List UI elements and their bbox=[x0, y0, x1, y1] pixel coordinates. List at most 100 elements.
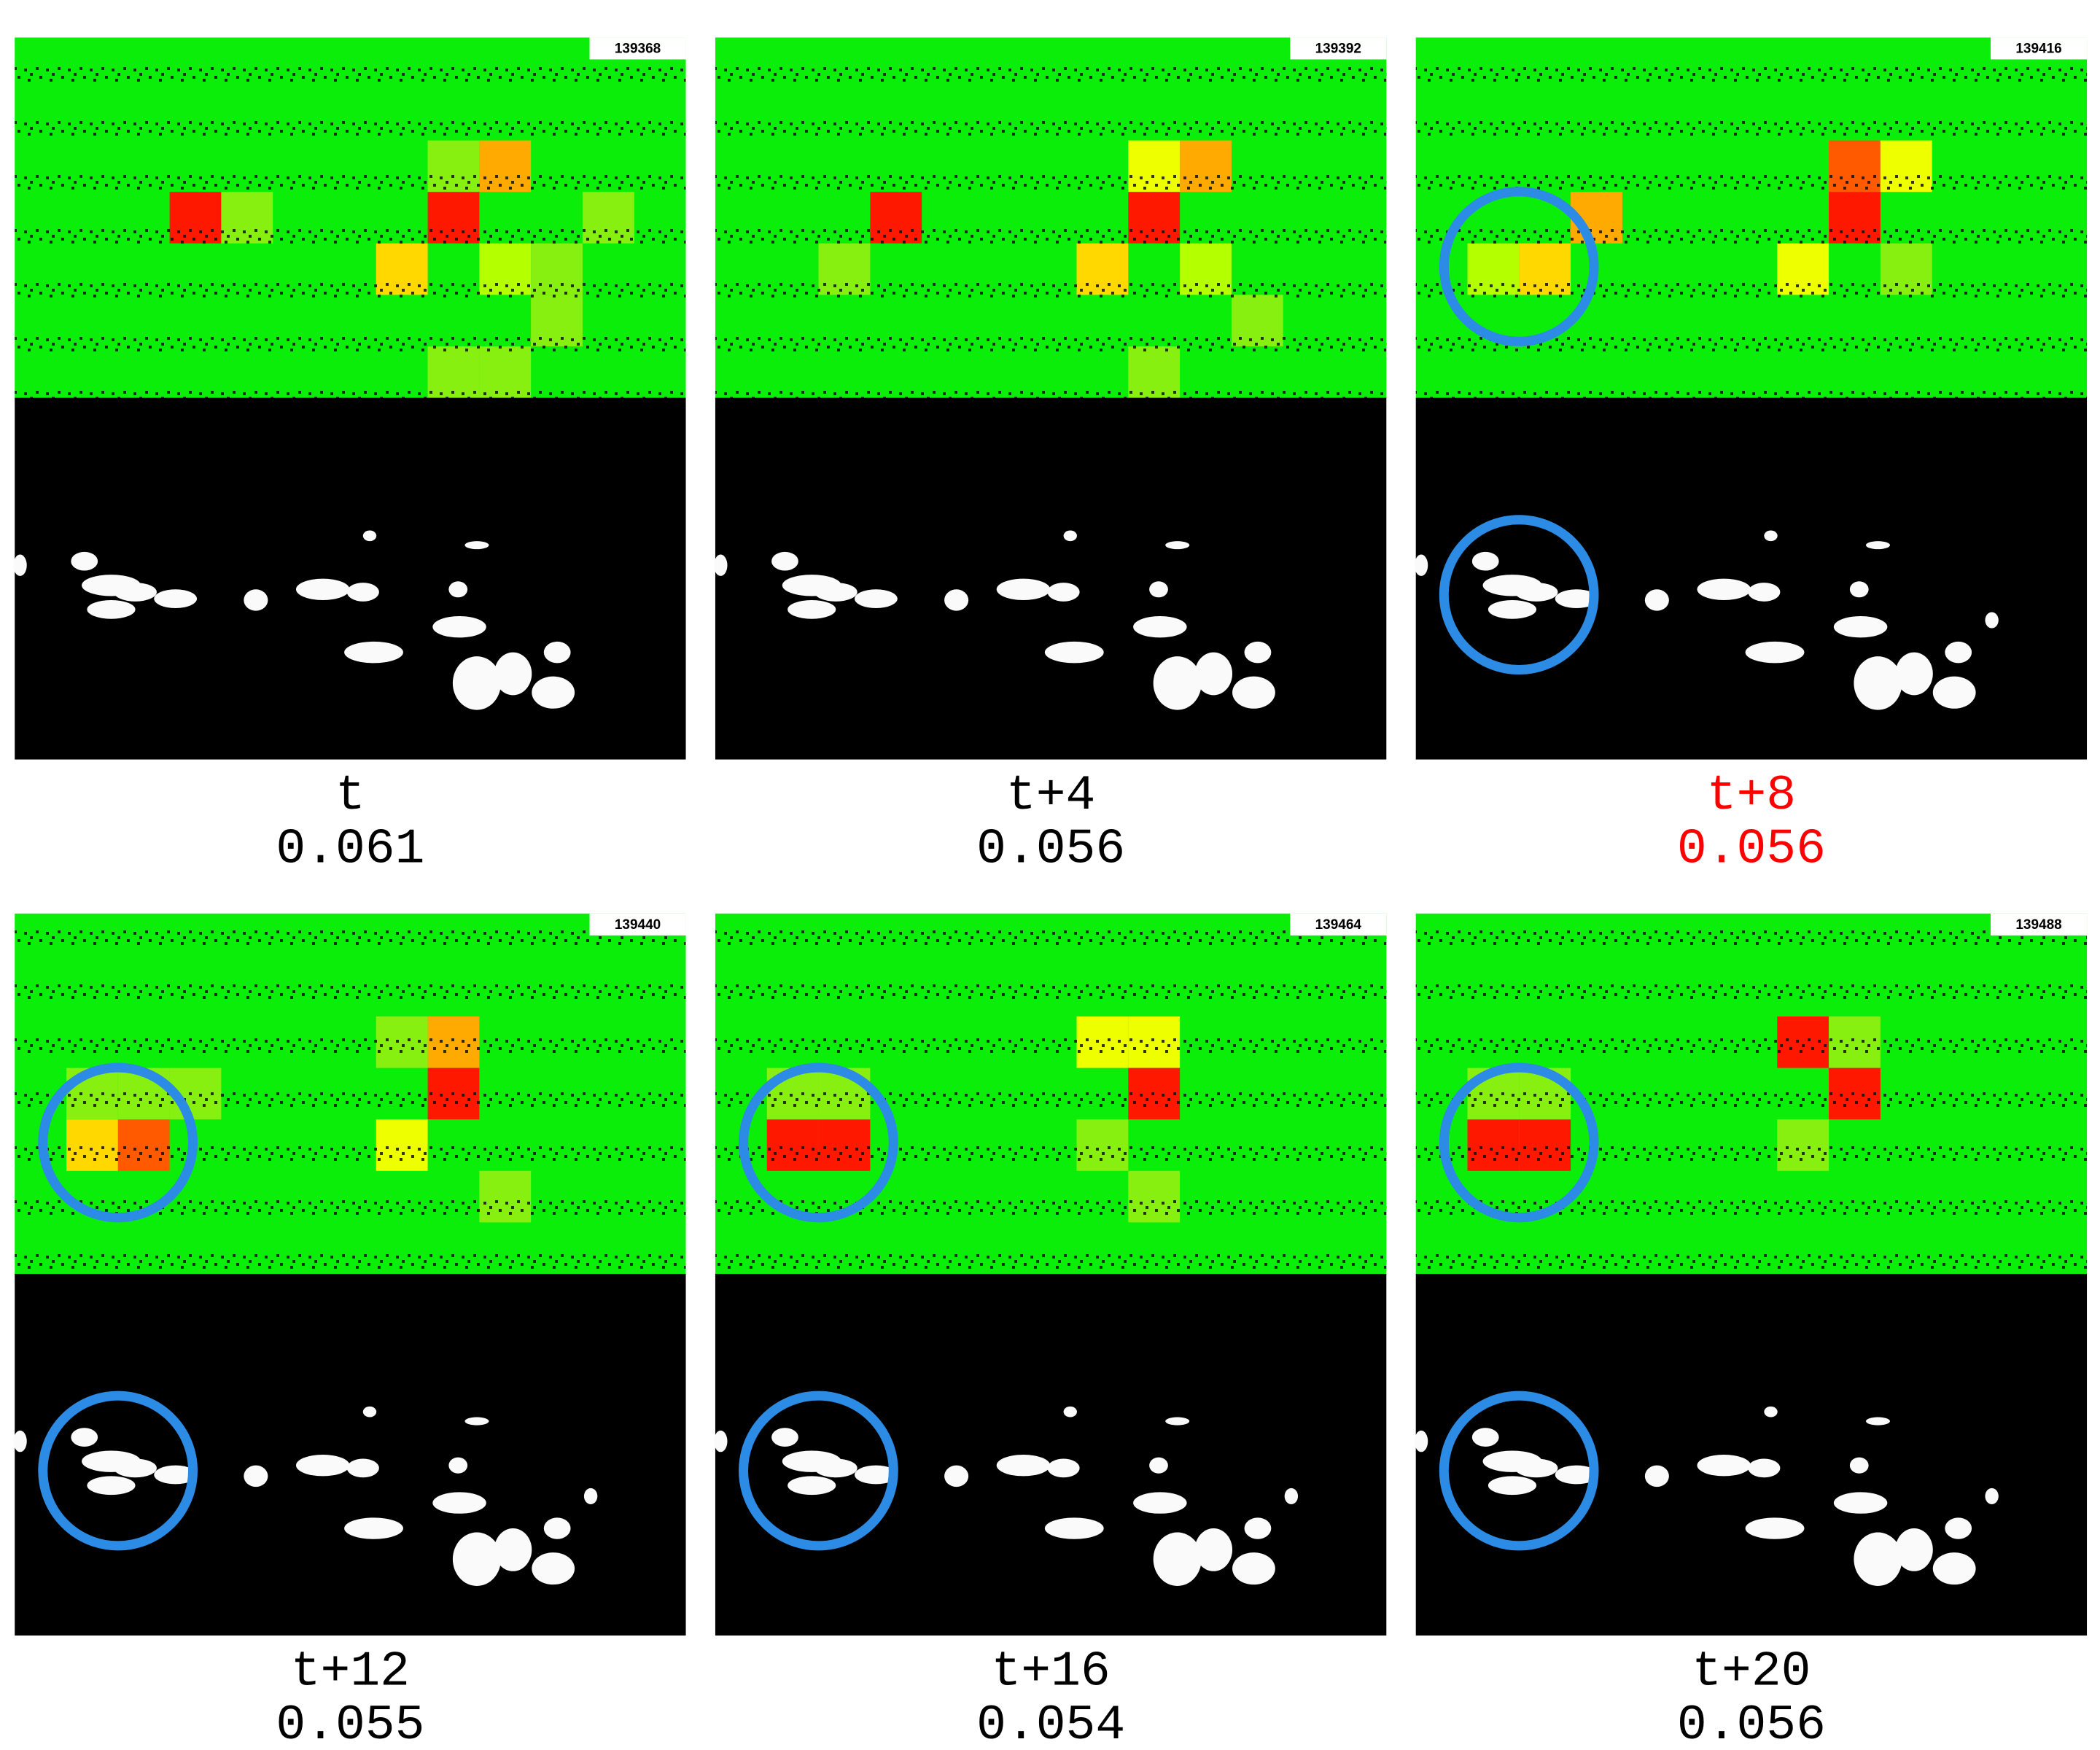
frame-label: t+12 bbox=[291, 1644, 410, 1700]
mask-blob bbox=[1149, 1457, 1168, 1474]
mask-blob bbox=[244, 1465, 268, 1488]
mask-blob bbox=[1414, 1430, 1428, 1452]
panel: 139488 t+200.056 bbox=[1414, 913, 2088, 1750]
highlight-circle bbox=[739, 1062, 898, 1223]
mask-blob bbox=[1284, 1488, 1299, 1504]
mask-blob bbox=[1644, 1465, 1669, 1488]
mask-blob bbox=[855, 589, 898, 608]
mask-blob bbox=[362, 530, 377, 542]
mask-blob bbox=[1514, 1458, 1558, 1478]
mask-blob bbox=[788, 599, 836, 619]
mask-blob bbox=[1932, 1552, 1976, 1585]
mask-blob bbox=[1895, 652, 1933, 696]
score: 0.056 bbox=[1677, 822, 1826, 878]
panel: 139464 t+160.054 bbox=[714, 913, 1387, 1750]
mask-blob bbox=[87, 599, 136, 619]
mask-blob bbox=[114, 583, 157, 602]
mask-blob bbox=[1644, 589, 1669, 611]
text-texture bbox=[715, 37, 1387, 398]
mask-blob bbox=[1149, 581, 1168, 598]
mask-blob bbox=[1153, 656, 1202, 710]
mask-blob bbox=[1232, 676, 1275, 709]
mask-blob bbox=[1833, 1492, 1888, 1514]
mask-blob bbox=[532, 676, 575, 709]
panel: 139440 t+120.055 bbox=[13, 913, 686, 1750]
score: 0.061 bbox=[276, 822, 424, 878]
mask-blob bbox=[13, 554, 27, 576]
mask-blob bbox=[1555, 589, 1598, 608]
mask-blob bbox=[154, 1465, 198, 1485]
frame-number: 139488 bbox=[2015, 917, 2061, 933]
mask-blob bbox=[714, 1430, 728, 1452]
frame-box bbox=[1290, 37, 1387, 60]
score: 0.056 bbox=[976, 822, 1125, 878]
frame-box bbox=[589, 913, 686, 936]
mask-blob bbox=[1854, 1532, 1902, 1587]
mask-blob bbox=[1865, 1417, 1891, 1426]
mask-blob bbox=[714, 554, 728, 576]
mask-blob bbox=[1854, 656, 1902, 710]
mask-blob bbox=[1232, 1552, 1275, 1585]
mask-blob bbox=[1985, 612, 1999, 629]
mask-blob bbox=[1194, 652, 1233, 696]
mask-blob bbox=[1047, 583, 1080, 602]
mask-blob bbox=[295, 1454, 350, 1477]
panel: 139416 t+80.056 bbox=[1414, 37, 2088, 878]
mask-blob bbox=[814, 1458, 858, 1478]
mask-blob bbox=[1932, 676, 1976, 709]
panel: 139392 t+40.056 bbox=[714, 37, 1387, 878]
mask-blob bbox=[1488, 599, 1537, 619]
mask-blob bbox=[1697, 578, 1751, 600]
mask-blob bbox=[1895, 1528, 1933, 1571]
mask-blob bbox=[1153, 1532, 1202, 1587]
mask-blob bbox=[1748, 1458, 1781, 1478]
mask-blob bbox=[944, 1465, 969, 1488]
mask-blob bbox=[1044, 1517, 1104, 1539]
mask-blob bbox=[1488, 1476, 1537, 1496]
mask-blob bbox=[1044, 641, 1104, 664]
highlight-circle bbox=[38, 1391, 198, 1551]
mask-blob bbox=[344, 1517, 403, 1539]
mask-blob bbox=[1165, 1417, 1190, 1426]
frame-box bbox=[1991, 37, 2088, 60]
mask-blob bbox=[346, 583, 379, 602]
frame-label: t+20 bbox=[1692, 1644, 1811, 1700]
score: 0.054 bbox=[976, 1698, 1125, 1750]
mask-blob bbox=[71, 551, 98, 571]
frame-number: 139368 bbox=[615, 41, 661, 56]
mask-blob bbox=[996, 578, 1051, 600]
mask-blob bbox=[464, 541, 489, 550]
mask-blob bbox=[543, 641, 571, 664]
mask-blob bbox=[1063, 530, 1077, 542]
highlight-circle bbox=[1439, 187, 1599, 346]
highlight-circle bbox=[739, 1391, 898, 1551]
highlight-circle bbox=[38, 1062, 198, 1223]
mask-blob bbox=[1833, 616, 1888, 638]
mask-blob bbox=[771, 1428, 798, 1447]
mask-blob bbox=[1985, 1488, 1999, 1504]
mask-blob bbox=[448, 581, 468, 598]
mask-blob bbox=[244, 589, 268, 611]
mask-blob bbox=[344, 641, 403, 664]
mask-blob bbox=[1133, 616, 1187, 638]
mask-blob bbox=[448, 1457, 468, 1474]
mask-blob bbox=[432, 1492, 486, 1514]
score: 0.056 bbox=[1677, 1698, 1826, 1750]
mask-blob bbox=[1471, 551, 1499, 571]
mask-blob bbox=[1865, 541, 1891, 550]
mask-blob bbox=[13, 1430, 27, 1452]
mask-blob bbox=[71, 1428, 98, 1447]
mask-blob bbox=[1471, 1428, 1499, 1447]
mask-blob bbox=[452, 656, 502, 710]
mask-blob bbox=[1748, 583, 1781, 602]
mask-blob bbox=[494, 1528, 532, 1571]
mask-blob bbox=[1244, 1517, 1272, 1539]
mask-blob bbox=[1764, 1406, 1778, 1418]
mask-blob bbox=[1945, 1517, 1972, 1539]
frame-number: 139392 bbox=[1315, 41, 1361, 56]
frame-label: t+16 bbox=[992, 1644, 1111, 1700]
mask-blob bbox=[1745, 641, 1805, 664]
frame-number: 139440 bbox=[615, 917, 661, 933]
frame-box bbox=[1991, 913, 2088, 936]
